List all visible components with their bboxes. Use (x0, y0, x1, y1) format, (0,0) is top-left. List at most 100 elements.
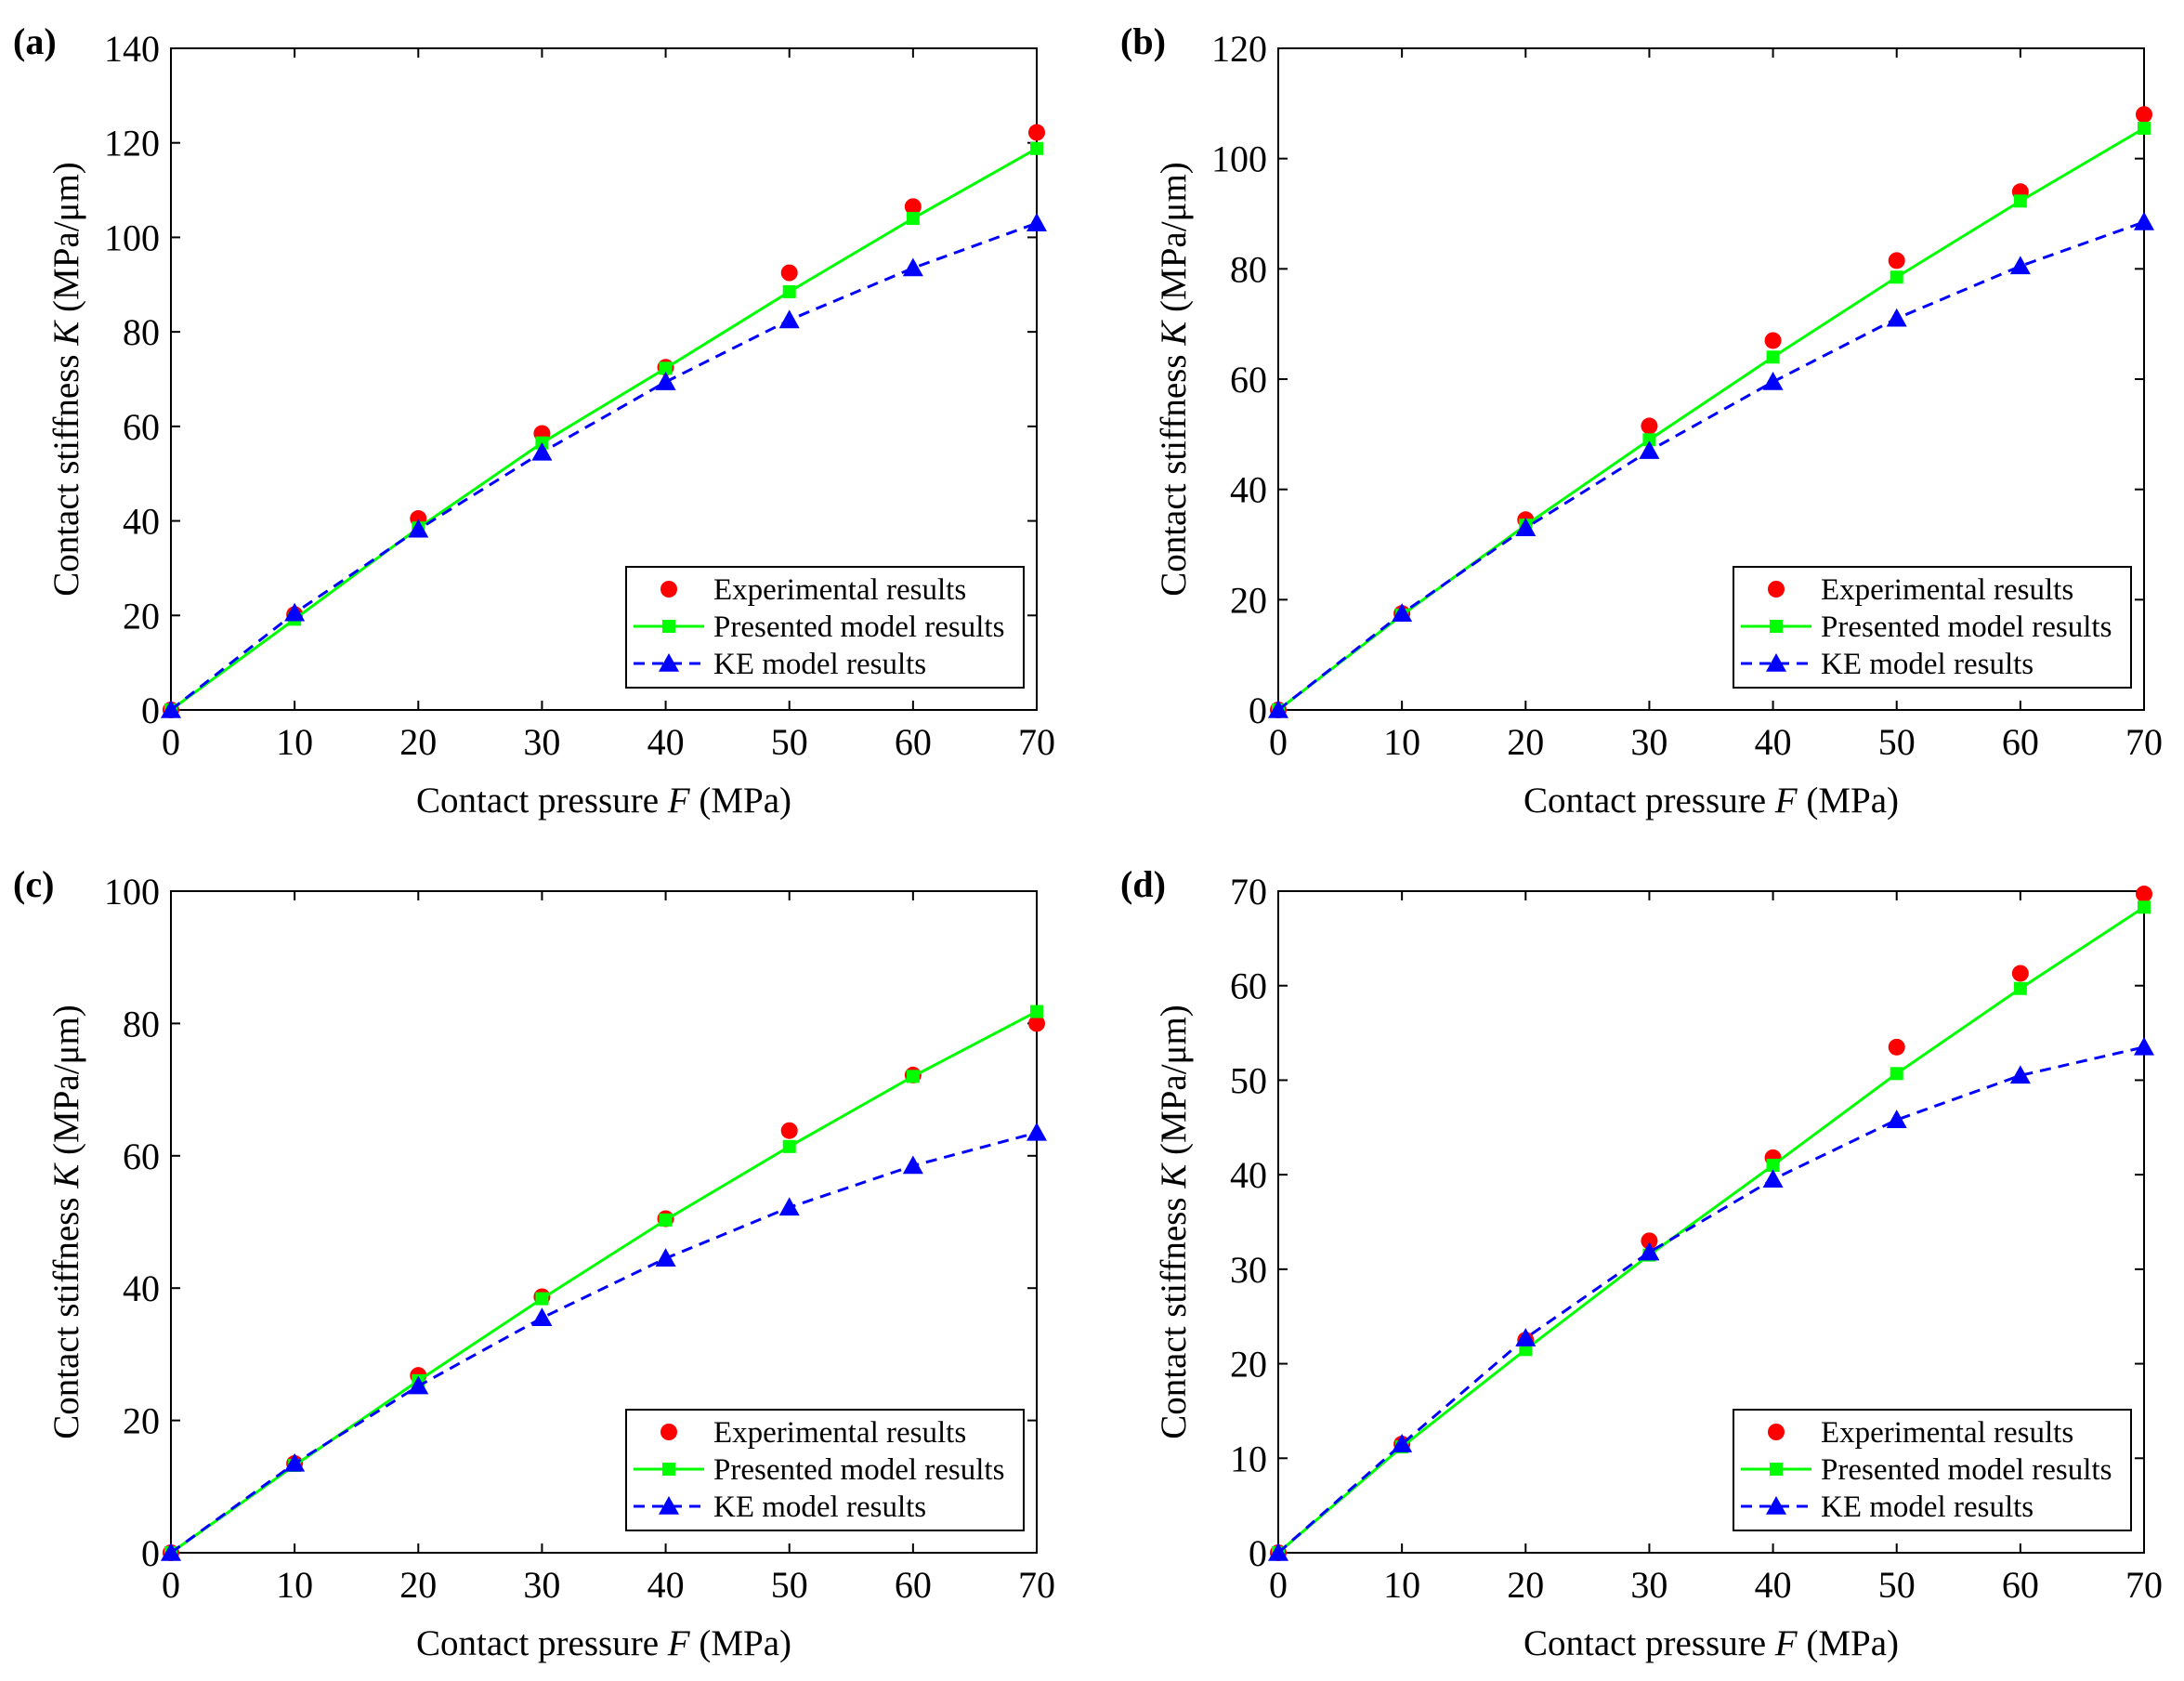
series-2 (161, 1122, 1047, 1561)
series-line (170, 1131, 1038, 1555)
x-tick-label: 60 (895, 721, 932, 763)
y-axis-label-part: Contact stiffness (46, 1189, 86, 1439)
legend-entry: Presented model results (1821, 1453, 2112, 1487)
y-tick-label: 0 (1249, 689, 1267, 731)
legend-swatch-marker (1766, 653, 1786, 672)
y-axis-label-part: (MPa/μm) (46, 1005, 86, 1163)
chart-panel-0: 0 10 20 30 40 50 60 70 0 20 40 60 80 100 120 140 Contact… (13, 20, 1055, 821)
legend-swatch-marker (1770, 620, 1783, 633)
data-point (1888, 252, 1905, 269)
y-tick-label: 70 (1230, 871, 1267, 913)
chart-panel-2: 0 10 20 30 40 50 60 70 0 20 40 60 80 100 Contact press… (13, 863, 1055, 1663)
data-point (906, 1070, 920, 1083)
legend-entry: Presented model results (713, 1453, 1004, 1487)
plot-frame (170, 47, 1038, 711)
x-axis-label-part: F (1774, 781, 1798, 821)
x-axis-label-part: Contact pressure (1524, 1623, 1775, 1663)
x-tick-label: 40 (647, 1564, 685, 1606)
legend-swatch-marker (660, 1424, 677, 1440)
y-tick-label: 60 (123, 1136, 160, 1177)
x-tick-label: 10 (1383, 721, 1420, 763)
data-point (782, 1139, 796, 1153)
x-axis-label: Contact pressure F (MPa) (416, 781, 791, 821)
series-2 (1268, 211, 2154, 718)
data-point (1762, 1169, 1784, 1189)
x-tick-label: 0 (162, 1564, 180, 1606)
x-tick-label: 20 (399, 721, 437, 763)
x-tick-label: 50 (771, 721, 808, 763)
data-point (2009, 256, 2031, 275)
data-point (2009, 1065, 2031, 1084)
y-tick-label: 40 (123, 1267, 160, 1309)
legend-entry: Presented model results (1821, 611, 2112, 644)
legend-entry: KE model results (1821, 1491, 2034, 1524)
y-axis-label-part: K (46, 1162, 86, 1189)
x-tick-label: 10 (276, 1564, 313, 1606)
legend: Experimental results Presented model resu… (625, 566, 1025, 689)
chart-panel-1: 0 10 20 30 40 50 60 70 0 20 40 60 80 100 120 Contact pr… (1120, 20, 2163, 821)
data-point (778, 309, 800, 329)
y-axis-label-part: (MPa/μm) (1154, 1005, 1194, 1163)
x-tick-label: 20 (1507, 1564, 1544, 1606)
data-point (2013, 981, 2027, 995)
data-point (1641, 1232, 1658, 1250)
x-axis-label: Contact pressure F (MPa) (416, 1623, 791, 1663)
legend-swatch-marker (659, 653, 679, 672)
data-point (408, 519, 429, 538)
x-tick-label: 70 (2125, 721, 2163, 763)
x-tick-label: 0 (1269, 721, 1288, 763)
panel-label: (a) (13, 20, 57, 62)
data-point (2013, 194, 2027, 208)
legend-entry: Experimental results (1821, 573, 2073, 607)
series-2 (161, 213, 1047, 718)
data-point (655, 372, 676, 390)
y-tick-label: 30 (1230, 1249, 1267, 1291)
y-tick-label: 40 (1230, 469, 1267, 511)
y-axis-label-part: K (46, 320, 86, 347)
data-point (408, 1375, 429, 1395)
y-tick-label: 60 (1230, 965, 1267, 1007)
y-tick-label: 140 (104, 28, 160, 70)
y-tick-label: 0 (141, 689, 160, 731)
legend-swatch-marker (662, 620, 675, 633)
data-point (1028, 1015, 1045, 1032)
data-point (1886, 308, 1907, 327)
x-tick-label: 30 (1630, 1564, 1667, 1606)
data-point (2134, 211, 2154, 230)
legend-swatch-marker (1768, 1424, 1785, 1440)
x-tick-label: 70 (2125, 1564, 2163, 1606)
y-tick-label: 120 (104, 123, 160, 164)
y-axis-label-part: Contact stiffness (46, 346, 86, 597)
legend-swatch-marker (659, 1496, 679, 1515)
y-tick-label: 80 (123, 311, 160, 353)
legend-entry: KE model results (1821, 648, 2034, 681)
data-point (2011, 965, 2029, 982)
x-axis-label-part: (MPa) (690, 1623, 791, 1663)
plot-frame (170, 890, 1038, 1554)
data-point (2138, 900, 2151, 914)
y-tick-label: 20 (1230, 1344, 1267, 1386)
data-point (1639, 440, 1660, 459)
data-point (659, 361, 673, 375)
legend-entry: Experimental results (713, 573, 966, 607)
x-axis-label: Contact pressure F (MPa) (1524, 1623, 1899, 1663)
x-tick-label: 0 (162, 721, 180, 763)
y-tick-label: 50 (1230, 1059, 1267, 1101)
data-point (535, 1292, 549, 1306)
y-tick-label: 100 (1211, 138, 1267, 180)
data-point (1392, 603, 1413, 622)
x-tick-label: 50 (1878, 1564, 1916, 1606)
data-point (2136, 106, 2152, 124)
x-tick-label: 0 (1269, 1564, 1288, 1606)
panel-label: (b) (1120, 20, 1166, 62)
x-tick-label: 30 (523, 721, 560, 763)
data-point (1642, 433, 1656, 447)
legend-entry: KE model results (713, 1491, 926, 1524)
panel-label: (d) (1120, 863, 1166, 905)
legend-entry: Presented model results (713, 611, 1004, 644)
data-point (1027, 213, 1047, 231)
x-axis-label-part: Contact pressure (416, 1623, 668, 1663)
data-point (1890, 270, 1903, 284)
y-tick-label: 0 (1249, 1532, 1267, 1574)
